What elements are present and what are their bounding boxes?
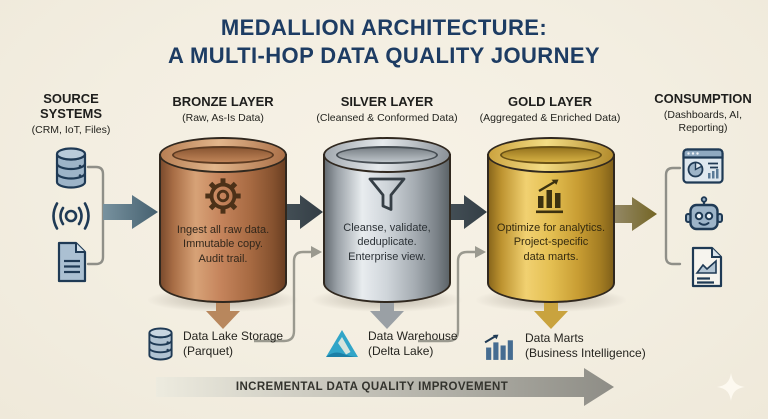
silver-heading: SILVER LAYER: [340, 94, 434, 109]
silver-cylinder-top: [323, 137, 451, 173]
source-to-bronze-arrow: [103, 195, 158, 229]
silver-to-gold-arrow: [434, 195, 487, 229]
output-label: Data Lake Storage: [183, 329, 284, 343]
diagram-title-line2: A MULTI-HOP DATA QUALITY JOURNEY: [167, 43, 601, 68]
diagram-title-line1: MEDALLION ARCHITECTURE:: [220, 15, 548, 40]
delta-lake-icon: [326, 330, 358, 357]
bar-chart-arrow-icon: [484, 334, 513, 360]
silver-subtitle: (Cleansed & Conformed Data): [316, 111, 458, 124]
bronze-cylinder-top: [159, 137, 287, 173]
gold-to-consumption-arrow: [604, 197, 657, 231]
output-label: Data Marts: [525, 331, 584, 345]
silver-layer-cylinder: Cleanse, validate, deduplicate. Enterpri…: [323, 137, 451, 303]
dashboard-icon: [682, 148, 724, 184]
lake-to-silver-connector: [254, 250, 311, 343]
consumption-heading: CONSUMPTION: [654, 91, 752, 106]
consumption-subtitle: (Dashboards, AI, Reporting): [663, 108, 743, 134]
robot-icon: [685, 196, 723, 231]
silver-down-arrow: [370, 294, 404, 329]
database-icon: [148, 327, 173, 361]
output-sublabel: (Business Intelligence): [525, 346, 646, 360]
iot-signal-icon: [52, 202, 90, 230]
output-data-marts: Data Marts (Business Intelligence): [483, 331, 646, 361]
gold-subtitle: (Aggregated & Enriched Data): [479, 111, 621, 124]
consumption-bracket: [664, 166, 682, 266]
sparkle-icon: [717, 373, 745, 401]
gold-cylinder-body: [487, 154, 615, 303]
source-subtitle: (CRM, IoT, Files): [31, 123, 111, 136]
report-icon: [691, 246, 723, 288]
bronze-body-text: Ingest all raw data. Immutable copy. Aud…: [176, 224, 270, 265]
database-icon: [55, 147, 87, 189]
output-label: Data Warehouse: [368, 329, 458, 343]
bronze-column-header: BRONZE LAYER (Raw, As-Is Data): [148, 94, 298, 125]
funnel-icon: [328, 175, 446, 215]
gold-heading: GOLD LAYER: [507, 94, 593, 109]
bronze-layer-cylinder: Ingest all raw data. Immutable copy. Aud…: [159, 137, 287, 303]
source-column-header: SOURCE SYSTEMS (CRM, IoT, Files): [6, 91, 136, 136]
bar-chart-rising-icon: [492, 175, 610, 215]
output-data-warehouse: Data Warehouse (Delta Lake): [325, 329, 458, 359]
quality-improvement-banner-arrow: [156, 368, 614, 406]
gear-icon: [164, 175, 282, 217]
bronze-to-silver-arrow: [270, 195, 323, 229]
silver-body-text: Cleanse, validate, deduplicate. Enterpri…: [343, 222, 431, 263]
bronze-heading: BRONZE LAYER: [172, 94, 274, 109]
gold-down-arrow: [534, 294, 568, 329]
bronze-subtitle: (Raw, As-Is Data): [182, 111, 264, 124]
gold-column-header: GOLD LAYER (Aggregated & Enriched Data): [464, 94, 636, 125]
banner-label: INCREMENTAL DATA QUALITY IMPROVEMENT: [235, 381, 509, 393]
warehouse-to-gold-connector: [418, 250, 475, 343]
file-icon: [57, 241, 87, 283]
gold-body-text: Optimize for analytics. Project-specific…: [496, 222, 606, 263]
output-sublabel: (Parquet): [183, 344, 234, 358]
lake-to-silver-arrowhead: [311, 246, 322, 258]
warehouse-to-gold-arrowhead: [475, 246, 486, 258]
silver-column-header: SILVER LAYER (Cleansed & Conformed Data): [302, 94, 472, 125]
gold-layer-cylinder: Optimize for analytics. Project-specific…: [487, 137, 615, 303]
consumption-column-header: CONSUMPTION (Dashboards, AI, Reporting): [642, 91, 764, 134]
gold-cylinder-top: [487, 137, 615, 173]
bronze-down-arrow: [206, 294, 240, 329]
output-sublabel: (Delta Lake): [368, 344, 434, 358]
output-data-lake-storage: Data Lake Storage (Parquet): [147, 327, 283, 361]
source-heading: SOURCE SYSTEMS: [39, 91, 103, 121]
